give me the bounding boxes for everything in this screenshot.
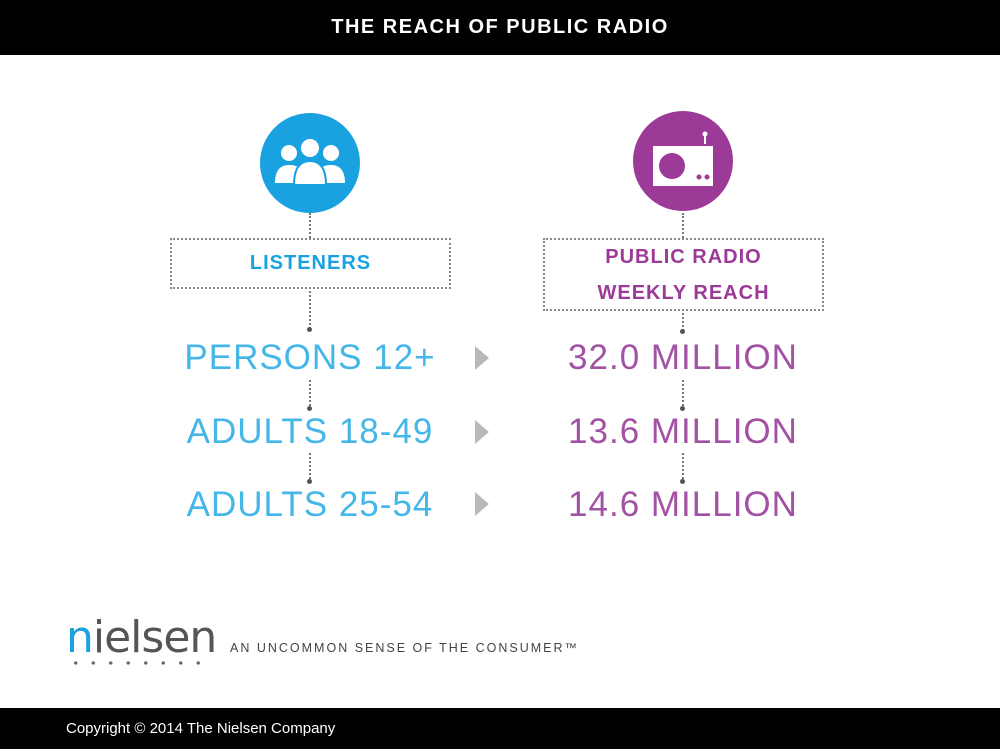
connector-line [682,313,684,331]
connector-dot [680,329,685,334]
arrow-icon [475,492,489,516]
nielsen-logo: nielsen [66,612,217,663]
reach-header-line1: PUBLIC RADIO [605,245,762,268]
connector-dot [307,327,312,332]
connector-dot [307,479,312,484]
radio-icon [633,111,733,211]
listeners-header: LISTENERS [170,238,451,289]
arrow-icon [475,420,489,444]
connector-line [309,380,311,410]
row-value: 13.6 MILLION [568,412,798,451]
connector-line [682,213,684,238]
connector-line [309,453,311,483]
connector-line [309,213,311,238]
listeners-header-label: LISTENERS [249,252,372,274]
logo-dots [67,660,207,666]
people-group-icon [260,113,360,213]
connector-dot [680,479,685,484]
connector-dot [307,406,312,411]
arrow-icon [475,346,489,370]
row-value: 14.6 MILLION [568,485,798,524]
connector-dot [680,406,685,411]
connector-line [682,380,684,410]
copyright-text: Copyright © 2014 The Nielsen Company [66,720,336,737]
title-bar: THE REACH OF PUBLIC RADIO [0,0,1000,55]
row-label: ADULTS 25-54 [186,485,434,524]
row-label: PERSONS 12+ [184,338,436,377]
tagline: AN UNCOMMON SENSE OF THE CONSUMER™ [230,641,580,655]
footer-bar: Copyright © 2014 The Nielsen Company [0,708,1000,749]
connector-line [682,453,684,483]
row-value: 32.0 MILLION [568,338,798,377]
row-label: ADULTS 18-49 [186,412,434,451]
connector-line [309,291,311,329]
reach-header: PUBLIC RADIO WEEKLY REACH [543,238,824,311]
reach-header-line2: WEEKLY REACH [597,281,770,304]
page-title: THE REACH OF PUBLIC RADIO [331,16,669,38]
